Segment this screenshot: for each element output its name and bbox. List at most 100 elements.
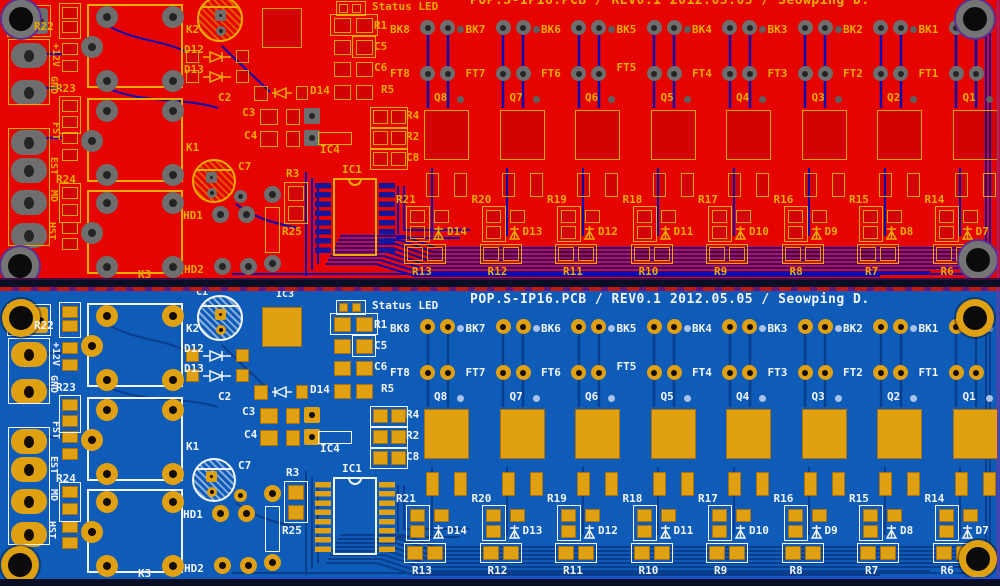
smd-pad [373, 409, 388, 423]
smd-pad [373, 430, 388, 444]
resistor-label-bottom: R7 [865, 564, 879, 577]
component-label-ic1: IC1 [342, 462, 362, 475]
through-hole-pad [666, 365, 682, 380]
transistor-leg-pad [652, 472, 666, 496]
component-label-k2: K2 [186, 23, 200, 36]
through-hole-pad [215, 309, 226, 320]
via [910, 96, 917, 103]
smd-pad [485, 509, 501, 522]
smd-pad [410, 509, 425, 522]
resistor-courtyard [706, 244, 748, 264]
transistor-leg-pad [831, 472, 845, 496]
resistor-label-top: R21 [396, 193, 416, 206]
bk-connector-label: BK7 [465, 322, 486, 335]
smd-pad [938, 226, 954, 239]
smd-pad [296, 385, 308, 399]
smd-pad [863, 509, 878, 522]
transistor-leg-pad [803, 173, 817, 197]
through-hole-pad [722, 20, 737, 35]
output-channel: BK2 FT2 Q2 R15 D8 R7 [843, 18, 922, 278]
smd-pad [712, 226, 727, 239]
through-hole-pad [96, 192, 118, 214]
resistor-outline [265, 207, 280, 253]
smd-pad [860, 546, 876, 560]
bk-connector-label: BK3 [767, 23, 788, 36]
resistor-courtyard [781, 244, 824, 264]
smd-pad [236, 349, 249, 362]
through-hole-pad [96, 463, 118, 485]
smd-pad [334, 62, 351, 77]
through-hole-pad [968, 365, 984, 380]
through-hole-pad [162, 164, 184, 186]
component-label-ic4: IC4 [320, 442, 340, 455]
resistor-courtyard [555, 543, 597, 563]
smd-pad [391, 110, 406, 124]
smd-pad [391, 152, 406, 166]
component-label-c8: C8 [406, 151, 420, 164]
ft-connector-label: FT4 [692, 67, 712, 80]
resistor-courtyard [934, 206, 959, 242]
diode-symbol [432, 226, 445, 240]
status-led-courtyard [336, 300, 366, 315]
bk-connector-label: BK4 [692, 23, 712, 36]
component-label-c2: C2 [218, 91, 232, 104]
through-hole-pad [515, 319, 531, 334]
mounting-hole [2, 0, 40, 38]
component-label-k2: K2 [186, 322, 200, 335]
diode-label: D13 [522, 524, 543, 537]
via [532, 96, 540, 103]
smd-pad [356, 40, 373, 55]
smd-pad [288, 485, 304, 500]
output-channel: BK3 FT3 Q3 R16 D9 R8 [768, 317, 847, 577]
smd-pad [434, 509, 449, 522]
resistor-courtyard [859, 206, 883, 242]
resistor-courtyard [781, 543, 824, 563]
through-hole-pad [440, 365, 455, 380]
component-label-ic3: IC3 [276, 289, 295, 300]
smd-pad [62, 116, 78, 128]
smd-pad [434, 210, 449, 223]
relay-k1-outline [81, 397, 184, 485]
signal-label-hst: HST [46, 521, 57, 540]
through-hole-pad [96, 6, 118, 28]
transistor-tab-pad [650, 409, 696, 459]
component-label-c3: C3 [242, 405, 256, 418]
component-label-r24: R24 [56, 173, 76, 186]
status-led-label: Status LED [372, 299, 439, 312]
smd-pad [236, 369, 249, 382]
through-hole-pad [646, 66, 662, 81]
mounting-hole [1, 247, 39, 278]
resistor-label-bottom: R12 [487, 265, 508, 278]
smd-pad [391, 131, 406, 145]
resistor-label-bottom: R6 [940, 265, 954, 278]
smd-pad [62, 187, 78, 199]
resistor-label-top: R18 [622, 193, 643, 206]
smd-pad [352, 4, 361, 13]
resistor-courtyard [330, 14, 378, 36]
through-hole-pad [873, 20, 888, 35]
smd-pad [863, 525, 878, 538]
transistor-tab-pad [952, 110, 998, 160]
component-label-r5: R5 [381, 83, 395, 96]
smd-pad [62, 7, 78, 19]
via [457, 26, 464, 33]
transistor-leg-pad [426, 472, 439, 496]
board-outline-overlap [0, 287, 1000, 291]
diode-symbol [508, 525, 520, 539]
smd-pad [636, 210, 652, 223]
through-hole-pad [96, 100, 118, 122]
via [608, 325, 615, 332]
through-hole-pad [212, 206, 229, 223]
via [759, 325, 766, 332]
smd-pad [407, 546, 423, 560]
component-label-c4: C4 [244, 129, 258, 142]
smd-pad [62, 521, 78, 533]
output-channel: BK6 FT6 Q6 R19 D12 R11 [541, 317, 620, 577]
via [532, 26, 540, 33]
diode-symbol [961, 226, 973, 240]
output-channel: BK8 FT8 Q8 R21 D14 R13 [390, 18, 469, 278]
smd-pad [509, 509, 525, 522]
diode-symbol [734, 226, 747, 240]
component-label-c6: C6 [374, 360, 388, 373]
diode-symbol [961, 525, 973, 539]
